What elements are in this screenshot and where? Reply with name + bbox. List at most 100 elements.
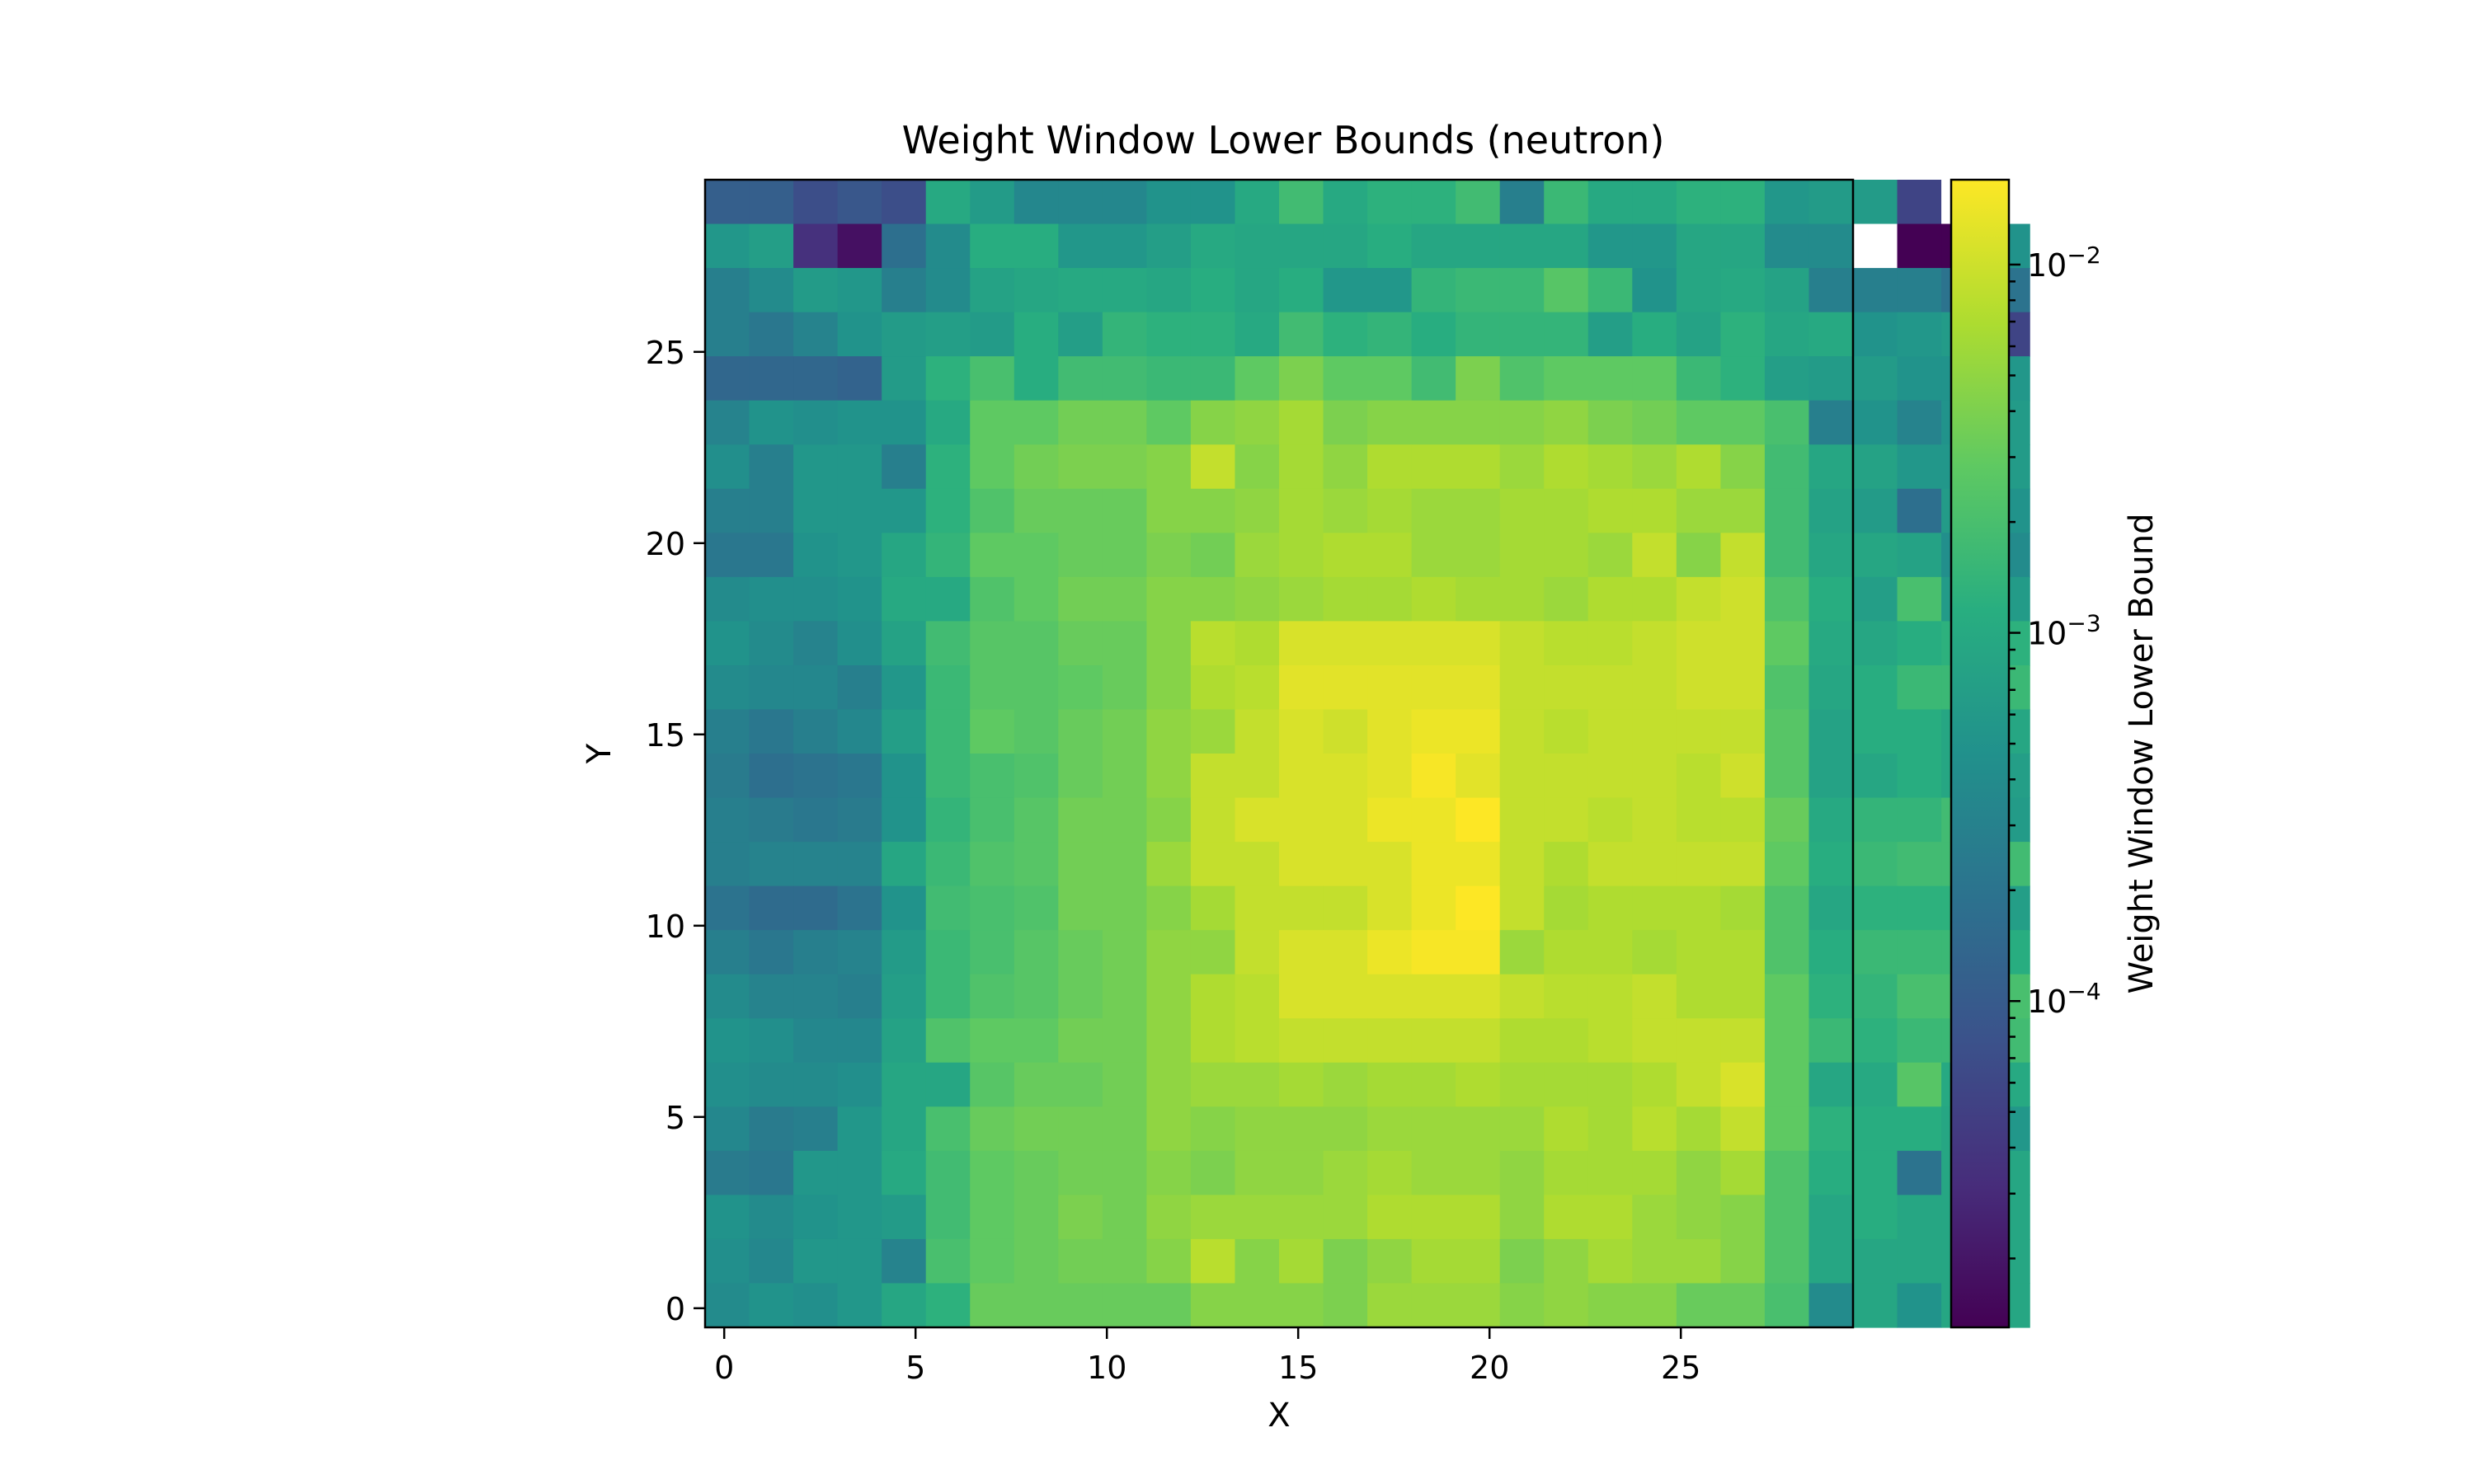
heatmap-cell [1853,885,1898,931]
heatmap-cell [1720,754,1766,799]
heatmap-cell [970,400,1015,445]
heatmap-cell [837,665,882,711]
heatmap-cell [1499,223,1545,269]
heatmap-cell [1146,312,1192,357]
heatmap-cell [1676,754,1721,799]
heatmap-cell [1146,1018,1192,1064]
heatmap-cell [705,1150,750,1195]
heatmap-cell [1632,223,1677,269]
heatmap-cell [749,621,794,666]
heatmap-cell [1544,754,1589,799]
heatmap-cell [837,1150,882,1195]
heatmap-cell [705,1195,750,1240]
heatmap-cell [1014,444,1059,490]
heatmap-cell [882,797,927,843]
heatmap-cell [882,488,927,533]
heatmap-cell [1764,1018,1810,1064]
heatmap-cell [1323,930,1368,975]
heatmap-cell [882,930,927,975]
heatmap-cell [882,885,927,931]
heatmap-cell [1102,709,1147,754]
heatmap-cell [1720,1195,1766,1240]
heatmap-cell [1587,797,1633,843]
heatmap-cell [1279,797,1324,843]
heatmap-cell [1279,1238,1324,1284]
heatmap-cell [1632,1150,1677,1195]
heatmap-cell [749,268,794,313]
heatmap-cell [1146,665,1192,711]
heatmap-cell [749,444,794,490]
heatmap-cell [1456,488,1501,533]
heatmap-cell [925,974,971,1019]
heatmap-cell [1853,576,1898,622]
heatmap-cell [1323,180,1368,225]
heatmap-cell [705,312,750,357]
heatmap-cell [925,356,971,402]
heatmap-cell [1367,930,1413,975]
heatmap-cell [837,754,882,799]
heatmap-cell [1632,885,1677,931]
heatmap-cell [1499,1195,1545,1240]
heatmap-cell [705,842,750,887]
heatmap-cell [1058,1106,1103,1152]
heatmap-cell [1632,1018,1677,1064]
heatmap-cell [1632,180,1677,225]
y-tick-label: 0 [666,1291,685,1327]
heatmap-cell [1456,1106,1501,1152]
heatmap-cell [1235,1195,1280,1240]
heatmap-cell [1279,974,1324,1019]
heatmap-cell [1720,1283,1766,1328]
heatmap-cell [925,1238,971,1284]
heatmap-cell [837,444,882,490]
heatmap-cell [1764,1283,1810,1328]
heatmap-cell [882,533,927,578]
heatmap-cell [1853,1150,1898,1195]
heatmap-cell [1587,1018,1633,1064]
heatmap-cell [1279,930,1324,975]
heatmap-cell [793,488,839,533]
heatmap-cell [1235,533,1280,578]
heatmap-cell [1323,1195,1368,1240]
heatmap-cell [1323,1283,1368,1328]
heatmap-cell [1720,356,1766,402]
heatmap-cell [1853,533,1898,578]
heatmap-cell [1808,1062,1854,1107]
heatmap-cell [793,356,839,402]
heatmap-cell [882,842,927,887]
heatmap-cell [1676,885,1721,931]
heatmap-cell [1897,533,1942,578]
heatmap-cell [1146,444,1192,490]
heatmap-cell [1146,1283,1192,1328]
heatmap-cell [1544,488,1589,533]
heatmap-cell [1587,665,1633,711]
heatmap-cell [1235,1283,1280,1328]
heatmap-cell [705,621,750,666]
heatmap-cell [1897,797,1942,843]
heatmap-cell [1587,180,1633,225]
heatmap-cell [970,665,1015,711]
heatmap-cell [1853,400,1898,445]
heatmap-cell [1323,312,1368,357]
heatmap-cell [1323,709,1368,754]
heatmap-cell [1808,488,1854,533]
heatmap-cell [1764,621,1810,666]
heatmap-cell [793,1238,839,1284]
heatmap-cell [793,621,839,666]
heatmap-cell [1102,180,1147,225]
heatmap-cell [1587,709,1633,754]
heatmap-cell [1897,930,1942,975]
heatmap-cell [1235,268,1280,313]
heatmap-cell [1146,842,1192,887]
heatmap-cell [1102,621,1147,666]
heatmap-cell [1853,1195,1898,1240]
heatmap-cell [1102,488,1147,533]
heatmap-cell [1676,1150,1721,1195]
heatmap-cell [1190,1106,1236,1152]
heatmap-cell [1411,1106,1456,1152]
heatmap-cell [837,1283,882,1328]
heatmap-cell [1411,665,1456,711]
heatmap-cell [882,312,927,357]
heatmap-cell [1014,974,1059,1019]
heatmap-cell [970,1106,1015,1152]
heatmap-cell [970,842,1015,887]
